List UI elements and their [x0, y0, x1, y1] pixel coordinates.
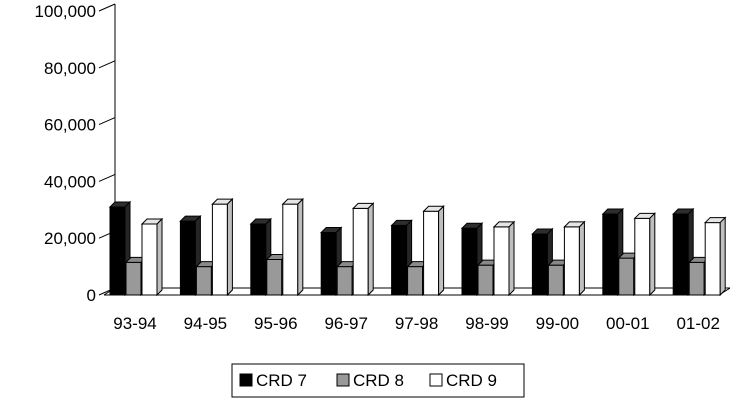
- y-tick-mark: [98, 3, 116, 12]
- bar-front: [109, 206, 126, 296]
- bar-front: [672, 213, 689, 296]
- bar-front: [250, 223, 267, 296]
- bar-front: [618, 257, 635, 296]
- bar-crd-9-00-01: [633, 212, 657, 297]
- bar-front: [493, 226, 510, 296]
- legend-swatch: [429, 373, 443, 387]
- bar-crd-9-97-98: [422, 205, 445, 297]
- bar-side: [649, 212, 656, 297]
- bar-side: [719, 216, 726, 297]
- bar-front: [125, 261, 142, 296]
- y-tick-label: 0: [87, 286, 96, 305]
- bar-front: [531, 233, 548, 296]
- bar-crd-7-95-96: [249, 217, 273, 297]
- y-tick-label: 20,000: [44, 229, 96, 248]
- bar-front: [282, 203, 299, 296]
- bar-front: [461, 227, 478, 296]
- y-tick-mark: [98, 117, 116, 126]
- y-axis-ticks: 0 20,000 40,000 60,000 80,000 100,000: [35, 2, 116, 305]
- x-tick-label: 93-94: [113, 314, 156, 333]
- bar-side: [508, 220, 515, 297]
- x-tick-label: 98-99: [465, 314, 508, 333]
- bar-front: [141, 223, 158, 296]
- bar-side: [438, 205, 445, 297]
- bar-side: [297, 197, 304, 297]
- x-tick-label: 01-02: [676, 314, 719, 333]
- bar-front: [688, 261, 705, 296]
- bar-front: [704, 222, 721, 296]
- bar-front: [602, 213, 619, 296]
- bar-crd-9-98-99: [492, 220, 516, 297]
- bar-front: [179, 220, 196, 296]
- x-tick-label: 96-97: [324, 314, 367, 333]
- bar-front: [266, 259, 283, 296]
- x-axis-ticks: 93-94 94-95 95-96 96-97 97-98 98-99 99-00 00-01…: [113, 314, 720, 333]
- bar-crd-9-94-95: [211, 197, 234, 297]
- bar-front: [211, 203, 228, 296]
- legend-box: [231, 363, 525, 398]
- x-tick-label: 97-98: [395, 314, 438, 333]
- x-tick-label: 99-00: [536, 314, 579, 333]
- bar-front: [195, 266, 212, 296]
- bar-front: [563, 226, 580, 296]
- bar-front: [320, 232, 337, 296]
- bar-crd-9-96-97: [351, 202, 375, 297]
- bar-side: [156, 217, 163, 297]
- bar-crd-9-01-02: [703, 216, 727, 297]
- x-tick-label: 94-95: [184, 314, 227, 333]
- bar-series: [108, 197, 727, 297]
- bar-crd-9-95-96: [281, 197, 305, 297]
- y-tick-label: 80,000: [44, 59, 96, 78]
- y-tick-mark: [98, 60, 116, 69]
- bar-side: [578, 220, 585, 297]
- bar-side: [226, 197, 233, 297]
- y-tick-label: 100,000: [35, 2, 96, 21]
- chart-legend: CRD 7 CRD 8 CRD 9: [231, 363, 525, 398]
- x-tick-label: 95-96: [254, 314, 297, 333]
- bar-front: [352, 207, 369, 296]
- bar-crd-9-93-94: [140, 217, 164, 297]
- bar-front: [547, 264, 564, 296]
- y-tick-label: 60,000: [44, 116, 96, 135]
- legend-label: CRD 9: [446, 371, 497, 390]
- legend-swatch: [239, 373, 253, 387]
- bar-crd-9-99-00: [563, 220, 586, 297]
- y-tick-label: 40,000: [44, 172, 96, 191]
- legend-swatch: [336, 373, 350, 387]
- bar-front: [336, 266, 353, 296]
- y-tick-mark: [98, 173, 116, 182]
- bar-front: [407, 266, 424, 296]
- x-tick-label: 00-01: [606, 314, 649, 333]
- bar-front: [477, 264, 494, 296]
- bar-front: [634, 217, 651, 296]
- legend-label: CRD 8: [353, 371, 404, 390]
- bar-front: [391, 224, 408, 296]
- legend-label: CRD 7: [256, 371, 307, 390]
- bar-front: [423, 210, 440, 296]
- bar-side: [367, 202, 374, 297]
